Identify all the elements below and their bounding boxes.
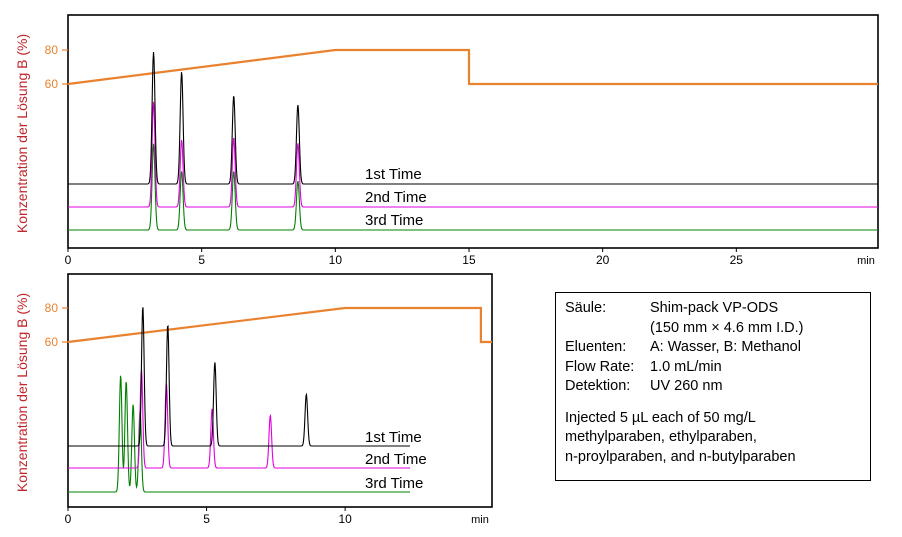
x-tick-label: 5	[198, 253, 205, 267]
info-note-line: n-proylparaben, and n-butylparaben	[565, 448, 796, 465]
info-value: 1.0 mL/min	[650, 358, 722, 375]
info-value: Shim-pack VP-ODS	[650, 300, 779, 316]
trace-2	[68, 101, 878, 208]
series-label: 2nd Time	[365, 451, 427, 468]
trace-2	[68, 369, 410, 469]
x-tick-label: 5	[203, 512, 210, 526]
trace-3	[68, 143, 878, 231]
x-tick-label: 0	[65, 253, 72, 267]
info-row-flow-rate: Flow Rate: 1.0 mL/min	[565, 358, 870, 378]
trace-1	[68, 52, 878, 185]
info-value: UV 260 nm	[650, 378, 723, 394]
info-key: Säule:	[565, 300, 607, 316]
info-row-eluents: Eluenten: A: Wasser, B: Methanol	[565, 338, 870, 358]
info-row-dimensions: (150 mm × 4.6 mm I.D.)	[565, 319, 870, 339]
gradient-line	[67, 48, 878, 86]
info-value: A: Wasser, B: Methanol	[650, 339, 801, 355]
x-tick-label: 0	[65, 512, 72, 526]
info-key: Flow Rate:	[565, 358, 635, 375]
gradient-line	[67, 306, 492, 344]
info-key: Detektion:	[565, 378, 631, 394]
info-note-line: Injected 5 µL each of 50 mg/L	[565, 409, 756, 426]
series-label: 3rd Time	[365, 475, 423, 492]
x-tick-label: 25	[730, 253, 744, 267]
info-value: (150 mm × 4.6 mm I.D.)	[650, 319, 804, 336]
y-axis-label: Konzentration der Lösung B (%)	[14, 34, 30, 233]
series-label: 3rd Time	[365, 212, 423, 229]
y-tick-label: 60	[45, 335, 59, 349]
y-tick-label: 60	[45, 77, 59, 91]
info-row-detection: Detektion: UV 260 nm	[565, 377, 870, 397]
chart-panel: Konzentration der Lösung B (%) 60 80 0 5 10 15…	[14, 14, 879, 267]
plot-frame	[67, 273, 493, 508]
y-axis-label: Konzentration der Lösung B (%)	[14, 293, 30, 492]
trace-1	[68, 307, 410, 447]
info-note-line: methylparaben, ethylparaben,	[565, 429, 757, 445]
trace-3	[68, 375, 410, 493]
x-tick-label: 10	[338, 512, 352, 526]
x-unit-label: min	[471, 514, 489, 526]
info-key	[565, 319, 650, 339]
series-label: 1st Time	[365, 429, 422, 446]
conditions-box: Säule: Shim-pack VP-ODS (150 mm × 4.6 mm …	[555, 292, 871, 481]
plot-frame	[67, 14, 879, 249]
info-key: Eluenten:	[565, 339, 627, 355]
info-gap	[565, 397, 870, 409]
series-label: 1st Time	[365, 166, 422, 183]
chart-panel: Konzentration der Lösung B (%) 60 80 0 5 10 mi…	[14, 273, 493, 526]
x-tick-label: 15	[462, 253, 476, 267]
x-unit-label: min	[857, 255, 875, 267]
series-label: 2nd Time	[365, 189, 427, 206]
y-tick-label: 80	[45, 43, 59, 57]
x-tick-label: 10	[329, 253, 343, 267]
y-tick-label: 80	[45, 301, 59, 315]
x-tick-label: 20	[596, 253, 610, 267]
info-row-column: Säule: Shim-pack VP-ODS	[565, 299, 870, 319]
